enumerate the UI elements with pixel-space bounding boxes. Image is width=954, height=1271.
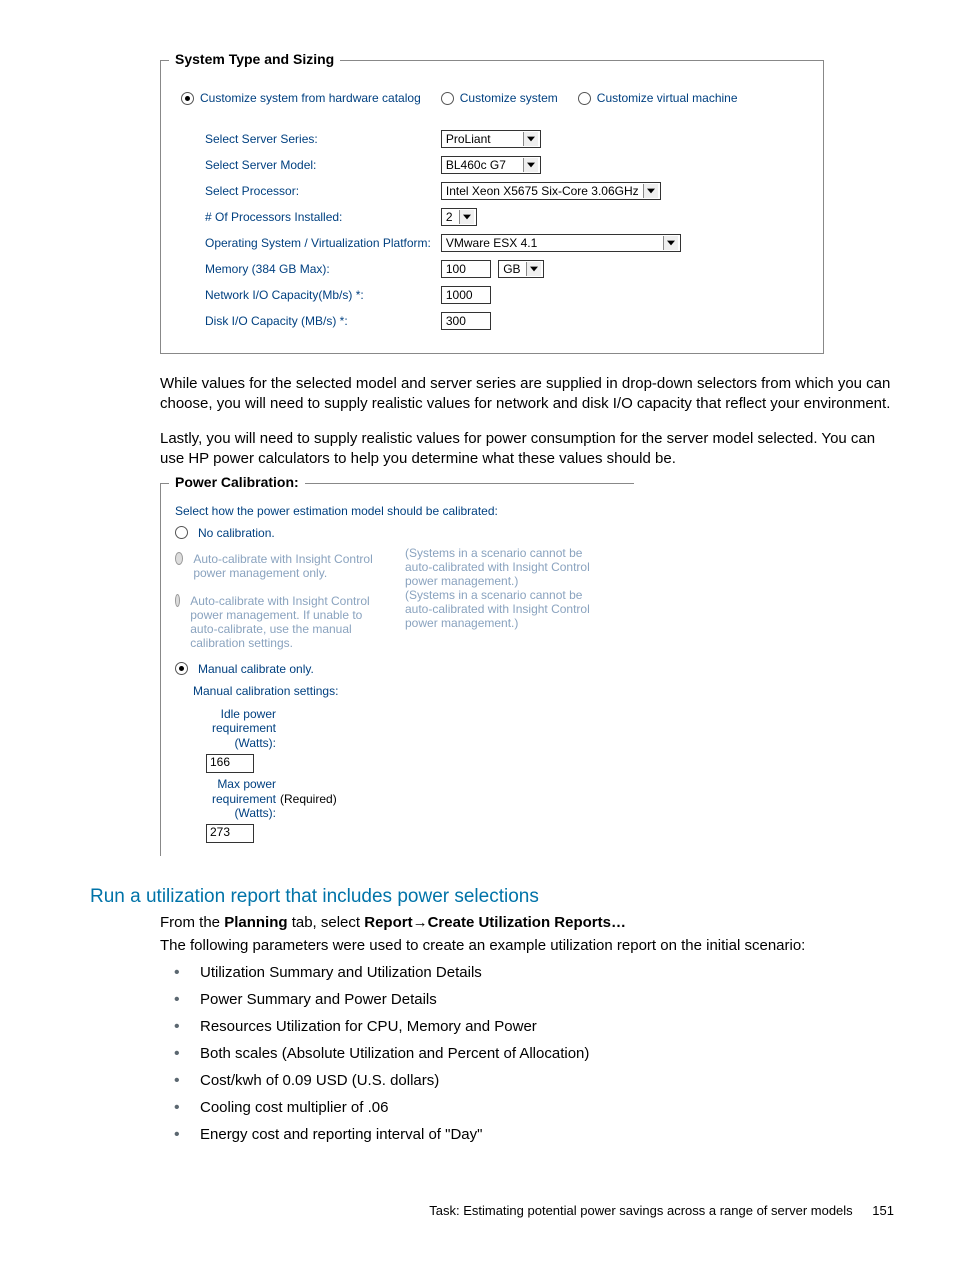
memory-label: Memory (384 GB Max): — [201, 257, 435, 281]
disk-io-label: Disk I/O Capacity (MB/s) *: — [201, 309, 435, 333]
server-series-select[interactable]: ProLiant — [441, 130, 541, 148]
list-item: Energy cost and reporting interval of "D… — [200, 1126, 894, 1143]
radio-customize-vm[interactable]: Customize virtual machine — [578, 91, 738, 105]
select-value: ProLiant — [444, 130, 495, 148]
power-legend: Power Calibration: — [169, 474, 305, 490]
list-item: Cooling cost multiplier of .06 — [200, 1099, 894, 1116]
manual-settings-label: Manual calibration settings: — [193, 684, 624, 698]
radio-label: Auto-calibrate with Insight Control powe… — [190, 594, 375, 650]
power-instruction: Select how the power estimation model sh… — [175, 504, 624, 518]
server-model-select[interactable]: BL460c G7 — [441, 156, 541, 174]
select-value: GB — [501, 260, 524, 278]
radio-label: Customize system — [460, 91, 558, 105]
os-label: Operating System / Virtualization Platfo… — [201, 231, 435, 255]
net-io-label: Network I/O Capacity(Mb/s) *: — [201, 283, 435, 307]
idle-power-label: Idle powerrequirement(Watts): — [206, 707, 276, 750]
max-power-label: Max powerrequirement(Watts): — [206, 777, 276, 820]
net-io-input[interactable]: 1000 — [441, 286, 491, 304]
dropdown-arrow-icon — [526, 262, 541, 276]
instruction-line-2: The following parameters were used to cr… — [160, 937, 894, 954]
dropdown-arrow-icon — [643, 184, 658, 198]
list-item: Resources Utilization for CPU, Memory an… — [200, 1018, 894, 1035]
page-footer: Task: Estimating potential power savings… — [90, 1203, 894, 1218]
radio-label: Auto-calibrate with Insight Control powe… — [193, 552, 375, 580]
radio-no-calibration[interactable]: No calibration. — [175, 526, 624, 540]
numproc-label: # Of Processors Installed: — [201, 205, 435, 229]
text-fragment: From the — [160, 914, 224, 931]
dropdown-arrow-icon — [523, 158, 538, 172]
server-series-label: Select Server Series: — [201, 127, 435, 151]
radio-icon — [175, 552, 183, 565]
memory-input[interactable]: 100 — [441, 260, 491, 278]
list-item: Both scales (Absolute Utilization and Pe… — [200, 1045, 894, 1062]
processor-select[interactable]: Intel Xeon X5675 Six-Core 3.06GHz — [441, 182, 661, 200]
parameter-list: Utilization Summary and Utilization Deta… — [200, 964, 894, 1143]
max-power-input[interactable]: 273 — [206, 824, 254, 843]
numproc-select[interactable]: 2 — [441, 208, 477, 226]
system-type-sizing-fieldset: System Type and Sizing Customize system … — [160, 60, 824, 354]
radio-icon — [578, 92, 591, 105]
idle-power-input[interactable]: 166 — [206, 754, 254, 773]
text-bold: Create Utilization Reports… — [428, 914, 626, 931]
text-bold: Planning — [224, 914, 287, 931]
radio-customize-system[interactable]: Customize system — [441, 91, 558, 105]
required-label: (Required) — [279, 776, 338, 821]
section-heading: Run a utilization report that includes p… — [90, 886, 894, 908]
list-item: Power Summary and Power Details — [200, 991, 894, 1008]
select-value: VMware ESX 4.1 — [444, 234, 541, 252]
os-select[interactable]: VMware ESX 4.1 — [441, 234, 681, 252]
dropdown-arrow-icon — [523, 132, 538, 146]
radio-icon — [175, 594, 180, 607]
processor-label: Select Processor: — [201, 179, 435, 203]
system-type-legend: System Type and Sizing — [169, 51, 340, 67]
radio-auto-calibrate-1: Auto-calibrate with Insight Control powe… — [175, 552, 375, 580]
system-customize-radio-group: Customize system from hardware catalog C… — [181, 91, 803, 105]
radio-customize-catalog[interactable]: Customize system from hardware catalog — [181, 91, 421, 105]
footer-task: Task: Estimating potential power savings… — [429, 1203, 852, 1218]
radio-label: Customize virtual machine — [597, 91, 738, 105]
radio-manual-calibrate[interactable]: Manual calibrate only. — [175, 662, 624, 676]
list-item: Cost/kwh of 0.09 USD (U.S. dollars) — [200, 1072, 894, 1089]
select-value: Intel Xeon X5675 Six-Core 3.06GHz — [444, 182, 643, 200]
radio-label: Manual calibrate only. — [198, 662, 314, 676]
dropdown-arrow-icon — [459, 210, 474, 224]
disk-io-input[interactable]: 300 — [441, 312, 491, 330]
radio-auto-calibrate-2: Auto-calibrate with Insight Control powe… — [175, 594, 375, 650]
select-value: 2 — [444, 208, 457, 226]
radio-icon — [441, 92, 454, 105]
radio-label: No calibration. — [198, 526, 275, 540]
server-model-label: Select Server Model: — [201, 153, 435, 177]
radio-icon — [181, 92, 194, 105]
footer-page-number: 151 — [872, 1203, 894, 1218]
radio-icon — [175, 662, 188, 675]
system-form-table: Select Server Series: ProLiant Select Se… — [199, 125, 687, 335]
instruction-line-1: From the Planning tab, select Report→Cre… — [160, 914, 894, 931]
list-item: Utilization Summary and Utilization Deta… — [200, 964, 894, 981]
radio-label: Customize system from hardware catalog — [200, 91, 421, 105]
select-value: BL460c G7 — [444, 156, 510, 174]
memory-unit-select[interactable]: GB — [498, 260, 544, 278]
body-paragraph-1: While values for the selected model and … — [160, 374, 894, 415]
dropdown-arrow-icon — [663, 236, 678, 250]
text-fragment: tab, select — [288, 914, 365, 931]
radio-icon — [175, 526, 188, 539]
text-bold: Report — [364, 914, 412, 931]
auto-calibrate-note-2: (Systems in a scenario cannot be auto-ca… — [405, 588, 605, 630]
body-paragraph-2: Lastly, you will need to supply realisti… — [160, 429, 894, 470]
auto-calibrate-note-1: (Systems in a scenario cannot be auto-ca… — [405, 546, 605, 588]
power-calibration-fieldset: Power Calibration: Select how the power … — [160, 483, 634, 856]
arrow-icon: → — [413, 914, 428, 931]
